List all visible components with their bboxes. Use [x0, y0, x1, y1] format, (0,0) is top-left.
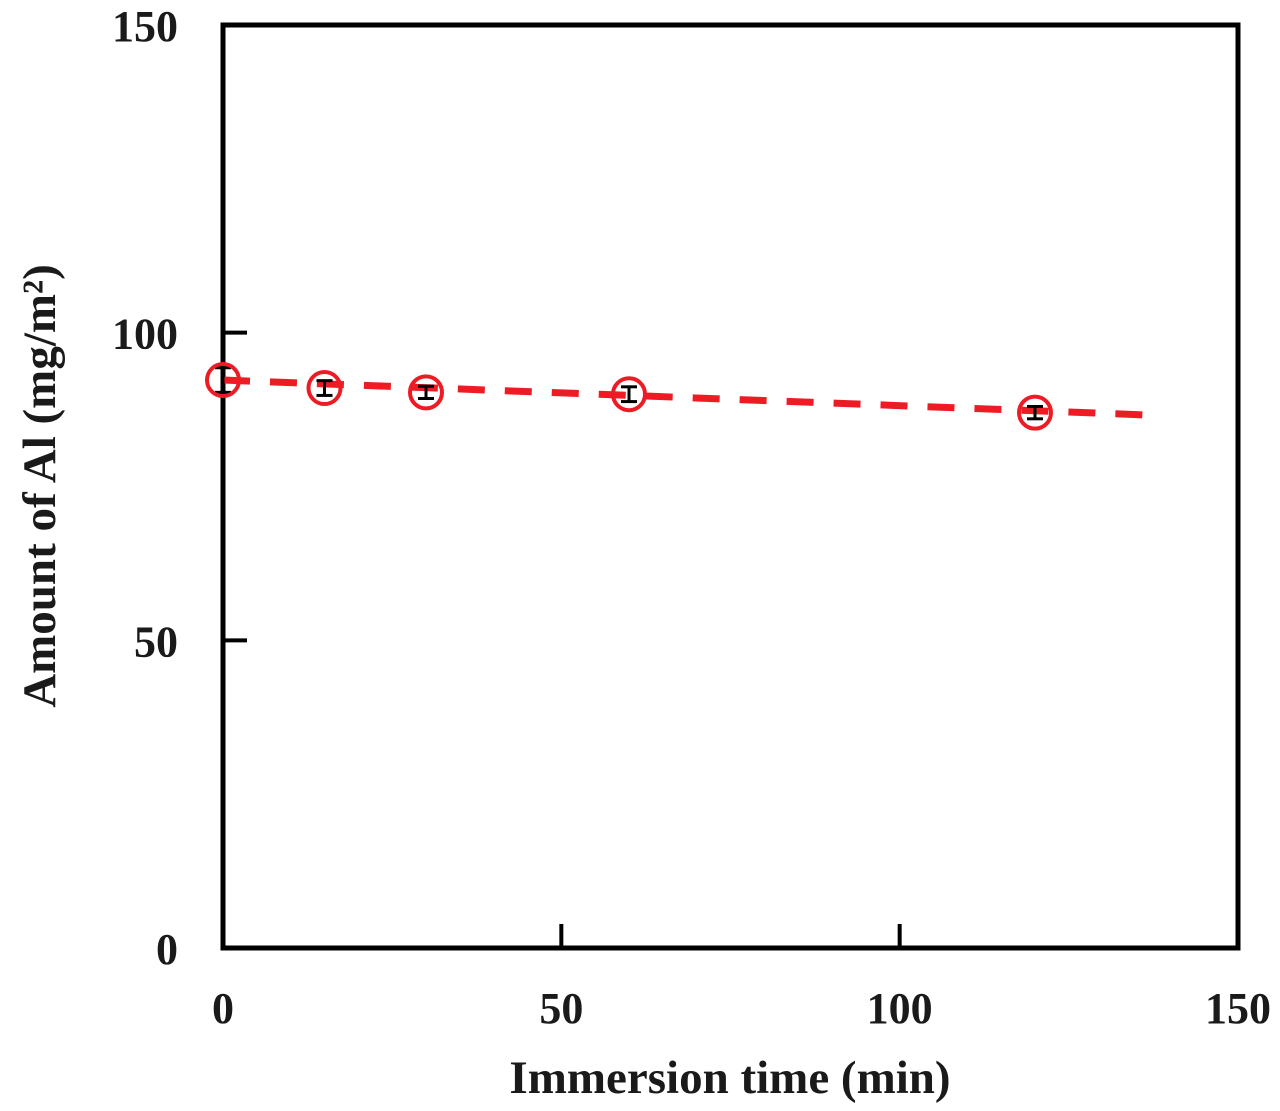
data-point-marker	[408, 374, 444, 411]
plot-border	[220, 22, 1241, 951]
y-tick-label: 50	[134, 617, 178, 666]
data-point-marker	[205, 362, 241, 399]
x-tick-label: 150	[1205, 984, 1271, 1033]
x-axis-title: Immersion time (min)	[509, 1052, 950, 1104]
data-point-marker	[1017, 394, 1053, 431]
y-tick-label: 150	[112, 2, 178, 51]
plot-area: 0 50 100 150 0 50 100 150	[112, 2, 1271, 1033]
y-tick-label: 0	[156, 925, 178, 974]
trendline	[222, 376, 1151, 419]
x-tick-label: 50	[539, 984, 583, 1033]
data-point-marker	[306, 370, 343, 407]
data-point-marker	[611, 376, 647, 413]
y-axis-title: Amount of Al (mg/m²)	[14, 264, 66, 708]
y-axis-title-group: Amount of Al (mg/m²)	[14, 264, 66, 708]
x-tick-label: 100	[867, 984, 933, 1033]
y-tick-label: 100	[112, 310, 178, 359]
x-tick-label: 0	[212, 984, 234, 1033]
